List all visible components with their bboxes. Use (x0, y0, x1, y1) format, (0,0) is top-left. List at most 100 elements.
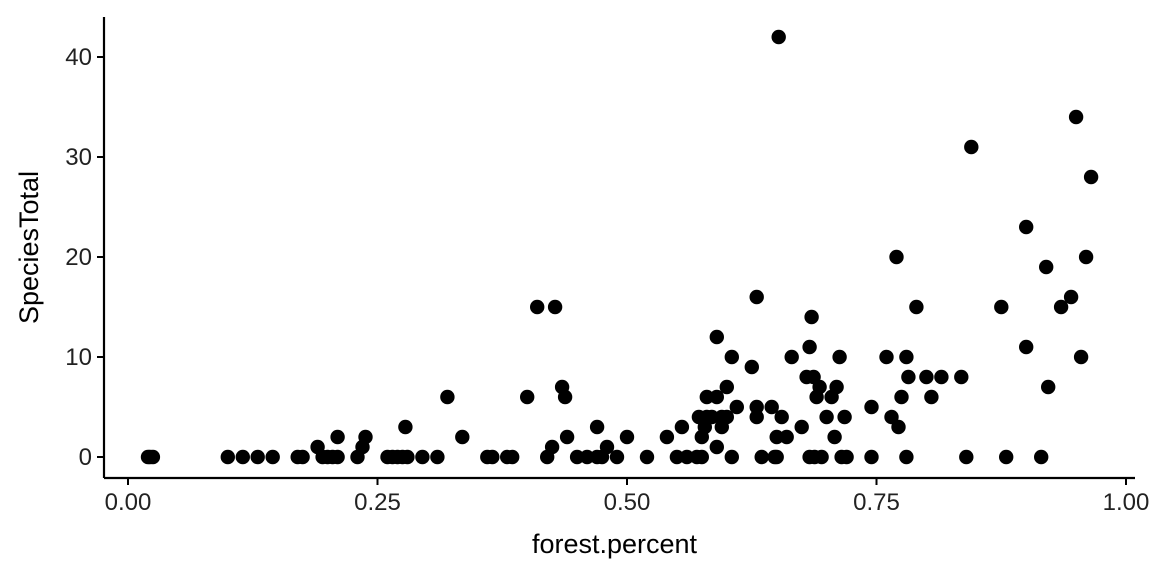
data-point (804, 309, 819, 325)
data-point (455, 429, 470, 445)
data-point (864, 399, 879, 415)
y-tick-label: 20 (65, 244, 92, 271)
y-tick-label: 10 (65, 344, 92, 371)
y-axis-ticks: 0 10 20 30 40 (65, 44, 104, 471)
data-point (864, 449, 879, 465)
data-point (704, 409, 719, 425)
data-point (899, 349, 914, 365)
data-point (400, 449, 415, 465)
data-point (719, 409, 734, 425)
data-point (749, 409, 764, 425)
data-point (1018, 219, 1034, 235)
data-point (724, 449, 739, 465)
data-point (559, 429, 575, 445)
data-point (530, 299, 545, 315)
data-point (659, 429, 675, 445)
data-point (440, 389, 455, 405)
data-point (569, 449, 585, 465)
data-point (1063, 289, 1079, 305)
data-point (839, 449, 854, 465)
data-point (994, 299, 1009, 315)
data-point (744, 359, 759, 375)
data-point (619, 429, 635, 445)
data-point (1083, 169, 1099, 185)
data-point (724, 349, 739, 365)
data-point (894, 389, 909, 405)
data-point (784, 349, 799, 365)
data-point (754, 449, 769, 465)
x-tick-label: 0.50 (604, 489, 651, 516)
data-point (609, 449, 625, 465)
data-point (837, 409, 852, 425)
y-tick-label: 30 (65, 144, 92, 171)
data-point (250, 449, 265, 465)
data-point (485, 449, 500, 465)
data-point (330, 429, 345, 445)
data-point (1068, 109, 1084, 125)
data-point (954, 369, 969, 385)
x-axis-ticks: 0.00 0.25 0.50 0.75 1.00 (105, 478, 1150, 516)
data-point (505, 449, 520, 465)
data-point (709, 389, 724, 405)
data-point (1034, 449, 1049, 465)
data-point (579, 449, 595, 465)
data-point (1041, 379, 1056, 395)
data-points (140, 29, 1099, 465)
data-point (415, 449, 430, 465)
x-tick-label: 1.00 (1103, 489, 1150, 516)
data-point (827, 429, 842, 445)
data-point (709, 439, 724, 455)
data-point (694, 449, 709, 465)
data-point (999, 449, 1014, 465)
data-point (771, 29, 786, 45)
data-point (934, 369, 949, 385)
data-point (749, 399, 764, 415)
x-tick-label: 0.25 (354, 489, 401, 516)
data-point (764, 399, 779, 415)
data-point (544, 439, 560, 455)
data-point (1053, 299, 1069, 315)
data-point (1078, 249, 1094, 265)
y-tick-label: 40 (65, 44, 92, 71)
data-point (832, 349, 847, 365)
data-point (639, 449, 655, 465)
data-point (669, 449, 685, 465)
data-point (802, 339, 817, 355)
data-point (812, 379, 827, 395)
data-point (1018, 339, 1034, 355)
data-point (891, 419, 906, 435)
data-point (599, 439, 615, 455)
y-axis-title: SpeciesTotal (14, 171, 44, 324)
data-point (1073, 349, 1089, 365)
data-point (235, 449, 250, 465)
data-point (398, 419, 413, 435)
data-point (959, 449, 974, 465)
data-point (899, 449, 914, 465)
x-tick-label: 0.00 (105, 489, 152, 516)
data-point (814, 449, 829, 465)
data-point (1039, 259, 1054, 275)
data-point (889, 249, 904, 265)
data-point (794, 419, 809, 435)
data-point (829, 379, 844, 395)
data-point (265, 449, 280, 465)
data-point (779, 429, 794, 445)
data-point (769, 429, 784, 445)
data-point (520, 389, 535, 405)
data-point (819, 409, 834, 425)
data-point (719, 379, 734, 395)
data-point (884, 409, 899, 425)
data-point (924, 389, 939, 405)
data-point (909, 299, 924, 315)
data-point (547, 299, 563, 315)
data-point (145, 449, 161, 465)
y-tick-label: 0 (79, 444, 92, 471)
data-point (589, 419, 605, 435)
data-point (901, 369, 916, 385)
x-axis-title: forest.percent (532, 529, 698, 559)
data-point (674, 419, 690, 435)
data-point (709, 329, 724, 345)
data-point (774, 409, 789, 425)
data-point (769, 449, 784, 465)
